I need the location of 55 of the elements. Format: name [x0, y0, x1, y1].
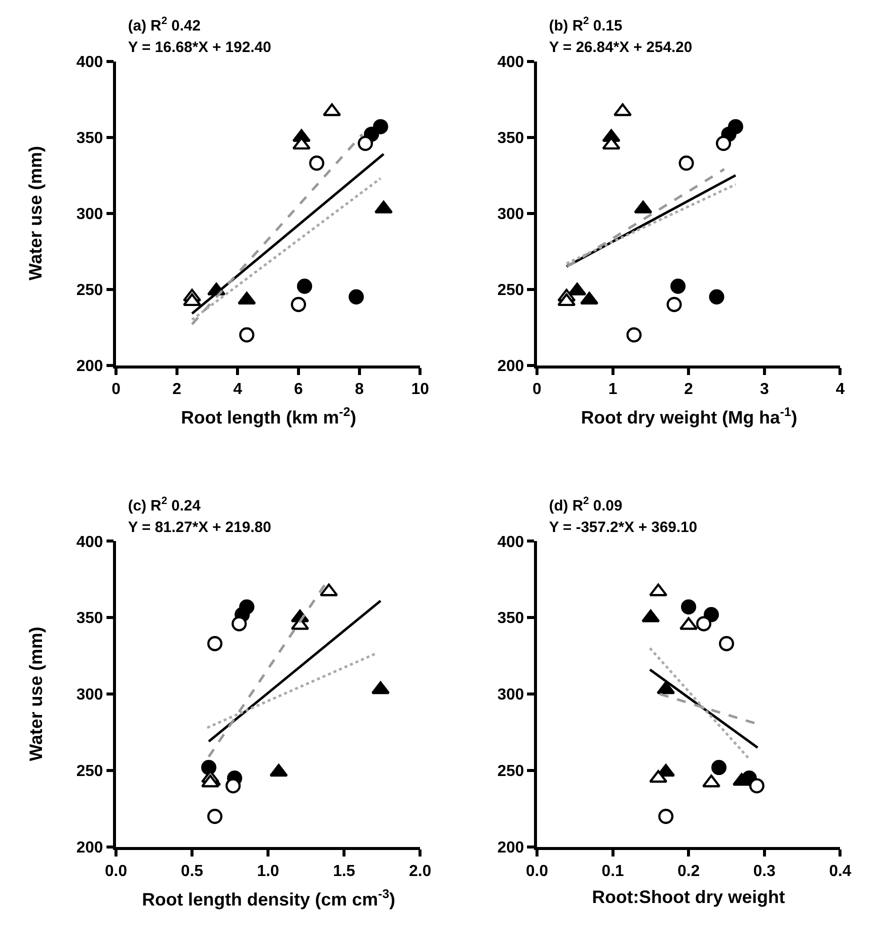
y-axis-title: Water use (mm) — [26, 146, 46, 280]
chart-title: (b) R$^{2}$ 0.15 — [549, 15, 622, 34]
x-tick-label: 2.0 — [408, 862, 432, 880]
x-tick-label: 2 — [172, 381, 182, 398]
x-tick-label: 0.0 — [526, 862, 548, 880]
x-tick-label: 0 — [112, 381, 121, 398]
chart-title: (d) R$^{2}$ 0.09 — [549, 495, 622, 514]
y-tick-label: 200 — [76, 358, 104, 375]
y-tick-label: 200 — [497, 358, 524, 375]
x-axis-title: Root:Shoot dry weight — [592, 887, 785, 907]
y-tick-label: 250 — [497, 282, 524, 299]
x-tick-label: 10 — [411, 381, 430, 398]
chart-subtitle: Y = -357.2*X + 369.10 — [549, 519, 698, 536]
x-tick-label: 0.2 — [677, 862, 700, 880]
x-tick-label: 0.0 — [104, 862, 128, 880]
x-axis-title: Root length density (cm cm$^{-3}$) — [142, 887, 396, 910]
y-tick-label: 350 — [76, 610, 104, 628]
y-tick-label: 300 — [76, 686, 104, 704]
y-tick-label: 200 — [76, 840, 104, 857]
x-tick-label: 1 — [608, 381, 618, 398]
y-tick-label: 200 — [497, 840, 524, 857]
y-axis-title: Water use (mm) — [26, 626, 46, 762]
x-tick-label: 6 — [294, 381, 304, 398]
y-tick-label: 250 — [76, 763, 104, 780]
y-tick-label: 400 — [76, 54, 104, 71]
x-tick-label: 3 — [760, 381, 769, 398]
y-tick-label: 350 — [497, 610, 524, 628]
y-tick-label: 250 — [497, 763, 524, 780]
y-tick-label: 400 — [497, 534, 524, 551]
y-tick-label: 250 — [76, 282, 104, 299]
x-axis-title: Root dry weight (Mg ha$^{-1}$) — [581, 405, 798, 428]
x-tick-label: 4 — [836, 381, 845, 398]
y-tick-label: 400 — [76, 534, 104, 551]
chart-subtitle: Y = 16.68*X + 192.40 — [128, 39, 272, 56]
x-tick-label: 8 — [354, 381, 364, 398]
x-tick-label: 0.3 — [753, 862, 776, 880]
chart-title: (c) R$^{2}$ 0.24 — [128, 495, 202, 514]
y-tick-label: 350 — [497, 130, 524, 147]
x-tick-label: 0 — [532, 381, 542, 398]
x-tick-label: 2 — [684, 381, 694, 398]
x-tick-label: 1.5 — [332, 862, 356, 880]
y-tick-label: 400 — [497, 54, 524, 71]
y-tick-label: 300 — [76, 206, 104, 223]
x-tick-label: 0.1 — [602, 862, 624, 880]
chart-subtitle: Y = 26.84*X + 254.20 — [549, 39, 692, 56]
x-axis-title: Root length (km m$^{-2}$) — [181, 405, 356, 428]
y-tick-label: 300 — [497, 206, 524, 223]
chart-title: (a) R$^{2}$ 0.42 — [128, 15, 201, 34]
x-tick-label: 0.4 — [829, 862, 852, 880]
x-tick-label: 0.5 — [180, 862, 204, 880]
y-tick-label: 300 — [497, 686, 524, 704]
y-tick-label: 350 — [76, 130, 104, 147]
x-tick-label: 4 — [233, 381, 242, 398]
x-tick-label: 1.0 — [256, 862, 280, 880]
chart-subtitle: Y = 81.27*X + 219.80 — [128, 519, 272, 536]
